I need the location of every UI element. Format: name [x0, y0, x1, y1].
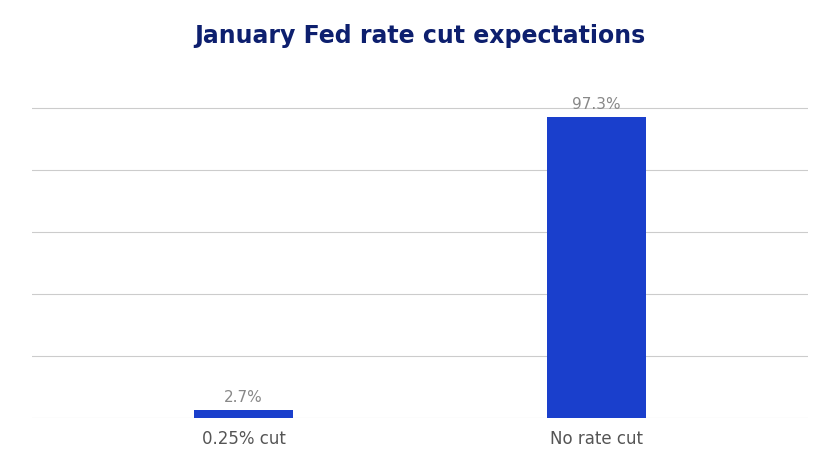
Text: 97.3%: 97.3%: [572, 97, 621, 112]
Text: 2.7%: 2.7%: [224, 390, 263, 405]
Bar: [194, 410, 293, 419]
Title: January Fed rate cut expectations: January Fed rate cut expectations: [194, 25, 646, 49]
Bar: [547, 117, 646, 419]
